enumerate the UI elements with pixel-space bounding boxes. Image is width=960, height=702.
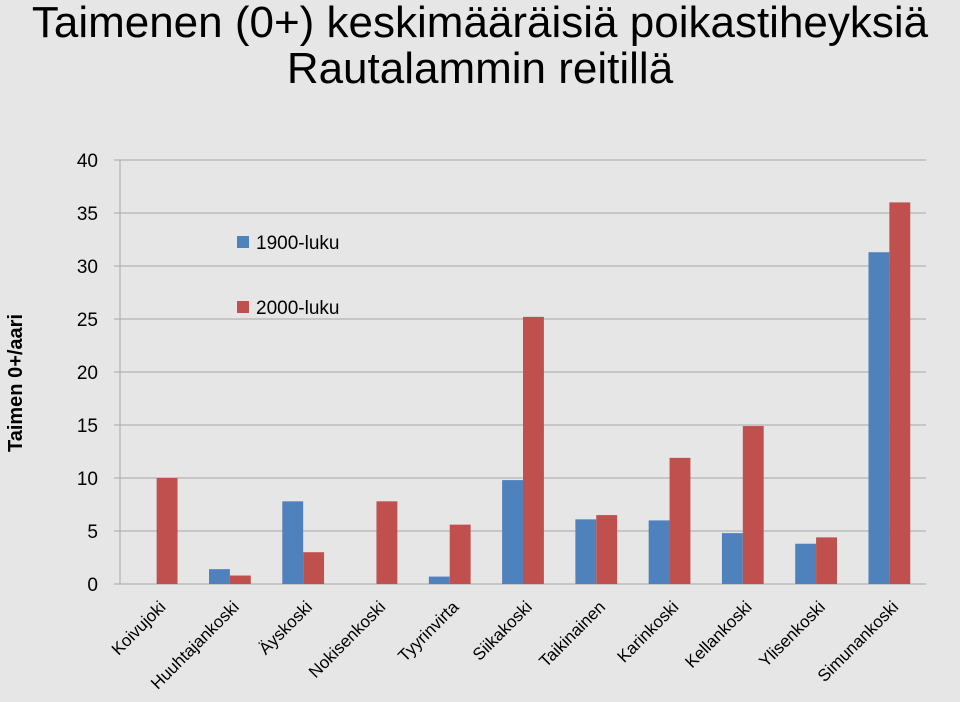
bar-1900-luku-Ylisenkoski [795, 543, 817, 584]
legend-label: 1900-luku [256, 233, 339, 254]
bar-1900-luku-Tyyrinvirta [428, 576, 450, 584]
y-axis-title: Taimen 0+/aari [5, 314, 27, 452]
bar-2000-luku-Taikinainen [596, 515, 618, 584]
y-tick-label: 35 [77, 204, 98, 225]
bar-2000-luku-Äyskoski [303, 552, 325, 584]
chart-title-line-2: Rautalammin reitillä [286, 44, 674, 93]
y-tick-label: 20 [77, 363, 98, 384]
bar-1900-luku-Äyskoski [282, 501, 304, 584]
bar-1900-luku-Kellankoski [721, 533, 743, 584]
bar-2000-luku-Karinkoski [669, 457, 691, 584]
bar-2000-luku-Huuhtajankoski [229, 575, 251, 584]
x-category-label: Nokisenkoski [305, 597, 389, 681]
y-axis-ticks: 0 5 10 15 20 25 30 35 40 [77, 151, 120, 596]
legend-swatch [237, 301, 249, 313]
x-category-label: Taikinainen [536, 597, 610, 671]
y-tick-label: 30 [77, 257, 98, 278]
bar-2000-luku-Simunankoski [889, 202, 911, 584]
bar-2000-luku-Siikakoski [523, 316, 544, 584]
bar-2000-luku-Koivujoki [156, 478, 178, 584]
legend-swatch [237, 236, 249, 248]
x-category-label: Äyskoski [255, 597, 316, 658]
bar-1900-luku-Siikakoski [502, 480, 523, 584]
bars [156, 202, 911, 584]
x-category-label: Ylisenkoski [755, 597, 829, 671]
legend-label: 2000-luku [256, 298, 339, 319]
legend: 1900-luku 2000-luku [237, 233, 339, 319]
x-category-label: Tyyrinvirta [394, 597, 463, 666]
chart-title-line-1: Taimenen (0+) keskimääräisiä poikastihey… [31, 0, 929, 47]
y-tick-label: 40 [77, 151, 98, 172]
bar-1900-luku-Taikinainen [575, 519, 597, 584]
y-tick-label: 25 [77, 310, 98, 331]
x-category-label: Karinkoski [613, 597, 682, 666]
x-category-label: Siikakoski [469, 597, 536, 664]
x-category-label: Koivujoki [108, 597, 170, 659]
bar-1900-luku-Huuhtajankoski [209, 569, 230, 584]
chart-title: Taimenen (0+) keskimääräisiä poikastihey… [0, 0, 960, 92]
bar-2000-luku-Kellankoski [742, 426, 764, 584]
y-tick-label: 0 [87, 575, 98, 596]
bar-2000-luku-Nokisenkoski [376, 501, 398, 584]
x-category-label: Kellankoski [681, 597, 755, 671]
bar-2000-luku-Ylisenkoski [816, 537, 837, 584]
bar-2000-luku-Tyyrinvirta [449, 524, 471, 584]
y-tick-label: 10 [77, 469, 98, 490]
bar-1900-luku-Simunankoski [868, 252, 890, 584]
bar-1900-luku-Karinkoski [648, 520, 670, 584]
y-tick-label: 5 [87, 522, 98, 543]
y-tick-label: 15 [77, 416, 98, 437]
